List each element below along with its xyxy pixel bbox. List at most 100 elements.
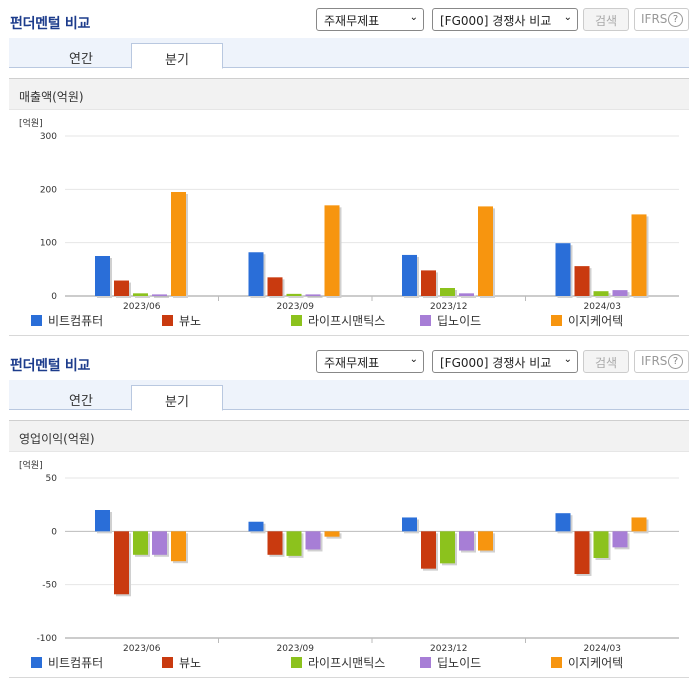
x-tick-label: 2023/09 [277,644,315,654]
bar-비트컴퓨터-2024-03[interactable] [555,513,571,532]
bar-비트컴퓨터-2023-06[interactable] [95,256,110,296]
bar-라이프시맨틱스-2024-03[interactable] [593,531,609,558]
bar-딥노이드-2024-03[interactable] [612,531,628,548]
help-icon: ? [668,12,683,27]
bar-이지케어텍-2024-03[interactable] [631,214,647,296]
bar-shadow [461,295,476,298]
tab-annual[interactable]: 연간 [69,394,93,409]
panel-header: 펀더멘털 비교 주재무제표 ⌄ [FG000] 경쟁사 비교 ⌄ 검색 IFRS? [0,342,696,382]
legend-label: 라이프시맨틱스 [308,656,386,670]
y-tick-label: 200 [40,185,57,195]
bar-라이프시맨틱스-2023-09[interactable] [286,293,302,296]
bar-라이프시맨틱스-2023-09[interactable] [286,531,302,556]
bar-딥노이드-2023-12[interactable] [459,531,474,551]
legend-label: 뷰노 [179,314,202,328]
panel-title: 펀더멘털 비교 [10,358,91,374]
legend-item-비트컴퓨터[interactable]: 비트컴퓨터 [31,654,103,671]
bar-딥노이드-2024-03[interactable] [612,290,628,296]
operating-profit-panel: 펀더멘털 비교 주재무제표 ⌄ [FG000] 경쟁사 비교 ⌄ 검색 IFRS? … [0,342,696,684]
bar-이지케어텍-2024-03[interactable] [631,517,647,532]
y-tick-label: 50 [46,474,58,484]
legend-label: 비트컴퓨터 [48,656,104,670]
chevron-down-icon: ⌄ [409,354,418,365]
bar-딥노이드-2023-09[interactable] [305,531,321,550]
legend-item-라이프시맨틱스[interactable]: 라이프시맨틱스 [291,654,385,671]
report-type-select[interactable]: 주재무제표 ⌄ [316,8,424,31]
search-button[interactable]: 검색 [583,8,629,31]
legend-label: 라이프시맨틱스 [308,314,386,328]
bar-딥노이드-2023-12[interactable] [459,293,474,296]
ifrs-button[interactable]: IFRS? [634,8,689,31]
y-tick-label: 100 [40,239,57,249]
bar-뷰노-2023-12[interactable] [421,270,436,296]
chevron-down-icon: ⌄ [563,354,572,365]
bar-딥노이드-2023-06[interactable] [152,294,167,296]
y-tick-label: 300 [40,132,57,142]
legend-swatch [31,315,42,326]
legend-item-비트컴퓨터[interactable]: 비트컴퓨터 [31,312,103,329]
bar-라이프시맨틱스-2024-03[interactable] [593,291,609,296]
legend-item-딥노이드[interactable]: 딥노이드 [420,312,481,329]
report-type-select[interactable]: 주재무제표 ⌄ [316,350,424,373]
bar-이지케어텍-2023-06[interactable] [171,531,186,562]
bar-비트컴퓨터-2024-03[interactable] [555,243,571,296]
unit-label: [억원] [19,117,43,129]
ifrs-label: IFRS [641,354,668,368]
legend-item-이지케어텍[interactable]: 이지케어텍 [551,654,623,671]
bar-shadow [154,296,169,298]
period-tabs: 연간 분기 [9,380,689,411]
x-tick-label: 2023/09 [277,302,315,312]
bar-라이프시맨틱스-2023-12[interactable] [440,288,455,296]
bar-shadow [288,295,304,298]
tab-quarterly[interactable]: 분기 [131,43,223,69]
bar-이지케어텍-2023-09[interactable] [324,531,340,537]
bar-이지케어텍-2023-12[interactable] [478,531,493,551]
bar-뷰노-2023-09[interactable] [267,277,283,296]
x-tick-label: 2023/12 [430,302,467,312]
report-type-value: 주재무제표 [324,14,380,28]
revenue-chart: [억원] 0 100 200 300 2023/06 2023/09 2023/12 2024/… [19,117,679,312]
legend-item-딥노이드[interactable]: 딥노이드 [420,654,481,671]
revenue-panel: 펀더멘털 비교 주재무제표 ⌄ [FG000] 경쟁사 비교 ⌄ 검색 IFRS? … [9,8,689,336]
bar-뷰노-2023-12[interactable] [421,531,436,569]
x-tick-label: 2023/06 [123,302,161,312]
chevron-down-icon: ⌄ [409,12,418,23]
bar-뷰노-2023-06[interactable] [114,531,129,595]
bar-뷰노-2023-06[interactable] [114,280,129,296]
bar-라이프시맨틱스-2023-06[interactable] [133,293,148,296]
legend-item-뷰노[interactable]: 뷰노 [162,312,201,329]
bar-딥노이드-2023-09[interactable] [305,294,321,296]
legend-item-뷰노[interactable]: 뷰노 [162,654,201,671]
search-button[interactable]: 검색 [583,350,629,373]
x-tick-label: 2024/03 [584,302,621,312]
bar-비트컴퓨터-2023-09[interactable] [248,252,264,296]
bar-shadow [307,296,323,298]
bar-비트컴퓨터-2023-12[interactable] [402,254,417,296]
bar-뷰노-2023-09[interactable] [267,531,283,555]
bar-딥노이드-2023-06[interactable] [152,531,167,555]
ifrs-button[interactable]: IFRS? [634,350,689,373]
legend-item-라이프시맨틱스[interactable]: 라이프시맨틱스 [291,312,385,329]
bar-뷰노-2024-03[interactable] [574,531,590,574]
bar-이지케어텍-2023-06[interactable] [171,192,186,296]
bar-뷰노-2024-03[interactable] [574,266,590,296]
bar-비트컴퓨터-2023-06[interactable] [95,510,110,532]
y-tick-label: 0 [51,292,57,302]
legend-swatch [551,657,562,668]
legend-item-이지케어텍[interactable]: 이지케어텍 [551,312,623,329]
bar-이지케어텍-2023-09[interactable] [324,205,340,296]
tab-annual[interactable]: 연간 [69,52,93,67]
chart-title: 매출액(억원) [9,78,689,110]
unit-label: [억원] [19,459,43,471]
help-icon: ? [668,354,683,369]
chevron-down-icon: ⌄ [563,12,572,23]
legend-swatch [420,657,431,668]
bar-비트컴퓨터-2023-09[interactable] [248,521,264,532]
compare-select[interactable]: [FG000] 경쟁사 비교 ⌄ [432,350,578,373]
bar-비트컴퓨터-2023-12[interactable] [402,517,417,532]
bar-이지케어텍-2023-12[interactable] [478,206,493,296]
bar-라이프시맨틱스-2023-06[interactable] [133,531,148,555]
bar-라이프시맨틱스-2023-12[interactable] [440,531,455,564]
tab-quarterly[interactable]: 분기 [131,385,223,411]
compare-select[interactable]: [FG000] 경쟁사 비교 ⌄ [432,8,578,31]
